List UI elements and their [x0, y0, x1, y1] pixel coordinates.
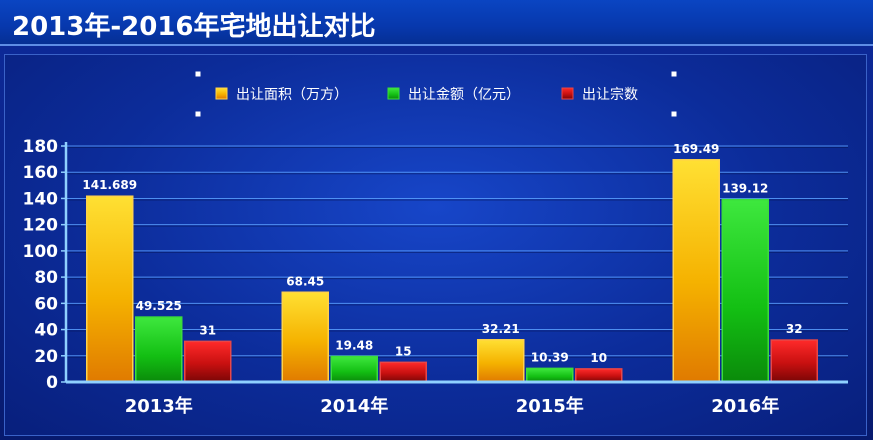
data-label: 19.48 — [335, 338, 373, 352]
y-tick-label: 0 — [46, 373, 58, 393]
bar — [184, 340, 232, 383]
legend-handle — [195, 71, 201, 77]
data-label: 31 — [199, 323, 216, 337]
y-tick-label: 80 — [34, 268, 58, 288]
bars: 141.689 49.525 31 68.45 19.48 15 32.21 10.39 10 1… — [82, 142, 818, 383]
y-tick-label: 100 — [23, 242, 59, 262]
bar — [575, 368, 623, 383]
legend-label: 出让金额（亿元） — [408, 87, 520, 103]
y-tick-label: 120 — [23, 216, 59, 236]
y-tick-label: 160 — [23, 163, 59, 183]
legend-handle — [195, 111, 201, 117]
legend: 出让面积（万方） 出让金额（亿元） 出让宗数 — [195, 71, 677, 117]
data-label: 49.525 — [136, 299, 182, 313]
x-tick-label: 2015年 — [516, 395, 584, 417]
x-tick-label: 2013年 — [125, 395, 193, 417]
data-label: 68.45 — [286, 274, 324, 288]
bar — [135, 316, 183, 383]
legend-label: 出让面积（万方） — [236, 87, 348, 103]
x-tick-label: 2014年 — [320, 395, 388, 417]
y-tick-label: 20 — [34, 347, 58, 367]
data-label: 32.21 — [482, 322, 520, 336]
bar — [526, 367, 574, 383]
data-label: 139.12 — [722, 182, 768, 196]
y-tick-label: 60 — [34, 294, 58, 314]
data-label: 15 — [395, 344, 412, 358]
bar — [86, 195, 134, 383]
y-tick-label: 180 — [23, 137, 59, 157]
legend-label: 出让宗数 — [582, 87, 638, 103]
data-label: 141.689 — [82, 178, 137, 192]
title-bar: 2013年-2016年宅地出让对比 — [0, 0, 873, 46]
legend-swatch — [387, 87, 400, 100]
bar — [379, 361, 427, 383]
x-tick-label: 2016年 — [711, 395, 779, 417]
y-tick-label: 140 — [23, 189, 59, 209]
legend-swatch — [561, 87, 574, 100]
bar — [721, 198, 769, 383]
bar — [770, 339, 818, 383]
bar — [330, 355, 378, 383]
bar — [281, 291, 329, 383]
y-tick-label: 40 — [34, 321, 58, 341]
data-label: 10 — [590, 351, 607, 365]
data-label: 169.49 — [673, 142, 719, 156]
bar — [672, 159, 720, 383]
chart-title: 2013年-2016年宅地出让对比 — [12, 12, 376, 42]
legend-swatch — [215, 87, 228, 100]
legend-handle — [671, 111, 677, 117]
axes: 0 20 40 60 80 100 120 140 160 180 2013年 2014年 2015年 2… — [23, 137, 848, 417]
bar — [477, 339, 525, 383]
data-label: 32 — [786, 322, 803, 336]
data-label: 10.39 — [531, 350, 569, 364]
legend-handle — [671, 71, 677, 77]
